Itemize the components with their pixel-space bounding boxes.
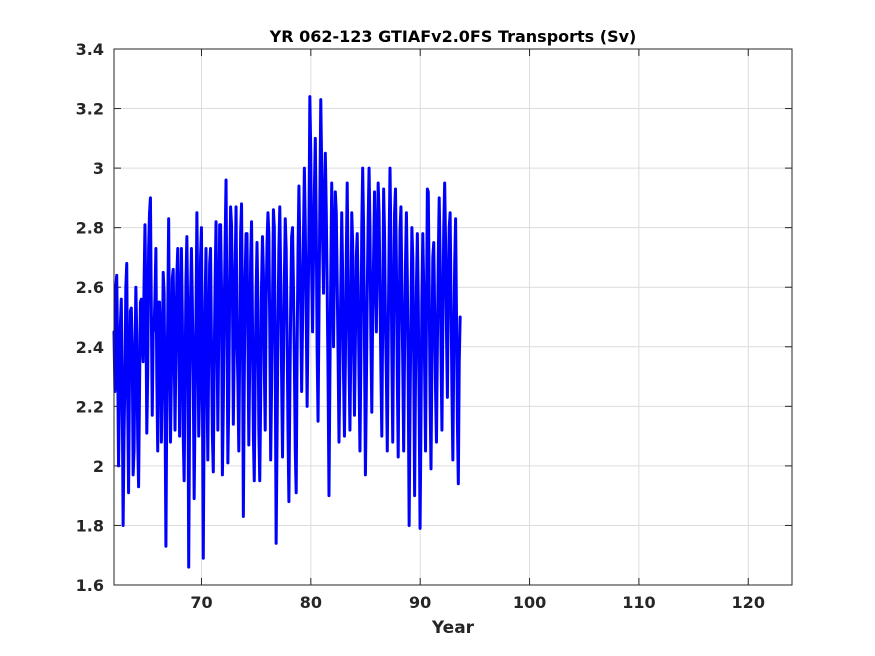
x-tick-label: 100: [513, 593, 546, 612]
y-tick-label: 1.8: [76, 516, 104, 535]
y-tick-label: 3: [93, 159, 104, 178]
plot-frame: [113, 48, 793, 586]
y-tick-label: 2: [93, 457, 104, 476]
x-tick-label: 90: [409, 593, 431, 612]
y-tick-label: 3.4: [76, 40, 104, 59]
y-tick-label: 1.6: [76, 576, 104, 595]
x-tick-label: 70: [190, 593, 212, 612]
series-group: [112, 95, 462, 569]
y-tick-label: 2.4: [76, 338, 104, 357]
x-tick-label: 80: [300, 593, 322, 612]
y-tick-label: 2.2: [76, 397, 104, 416]
x-axis-label: Year: [431, 618, 475, 638]
y-tick-label: 3.2: [76, 100, 104, 119]
y-tick-labels: 1.6 1.8 2 2.2 2.4 2.6 2.8 3 3.2 3.4: [76, 40, 104, 595]
y-tick-label: 2.6: [76, 278, 104, 297]
chart-title: YR 062-123 GTIAFv2.0FS Transports (Sv): [269, 27, 637, 46]
x-tick-labels: 70 80 90 100 110 120: [190, 593, 765, 612]
y-tick-label: 2.8: [76, 219, 104, 238]
series-line: [112, 95, 462, 569]
x-tick-label: 120: [732, 593, 765, 612]
x-tick-label: 110: [622, 593, 655, 612]
